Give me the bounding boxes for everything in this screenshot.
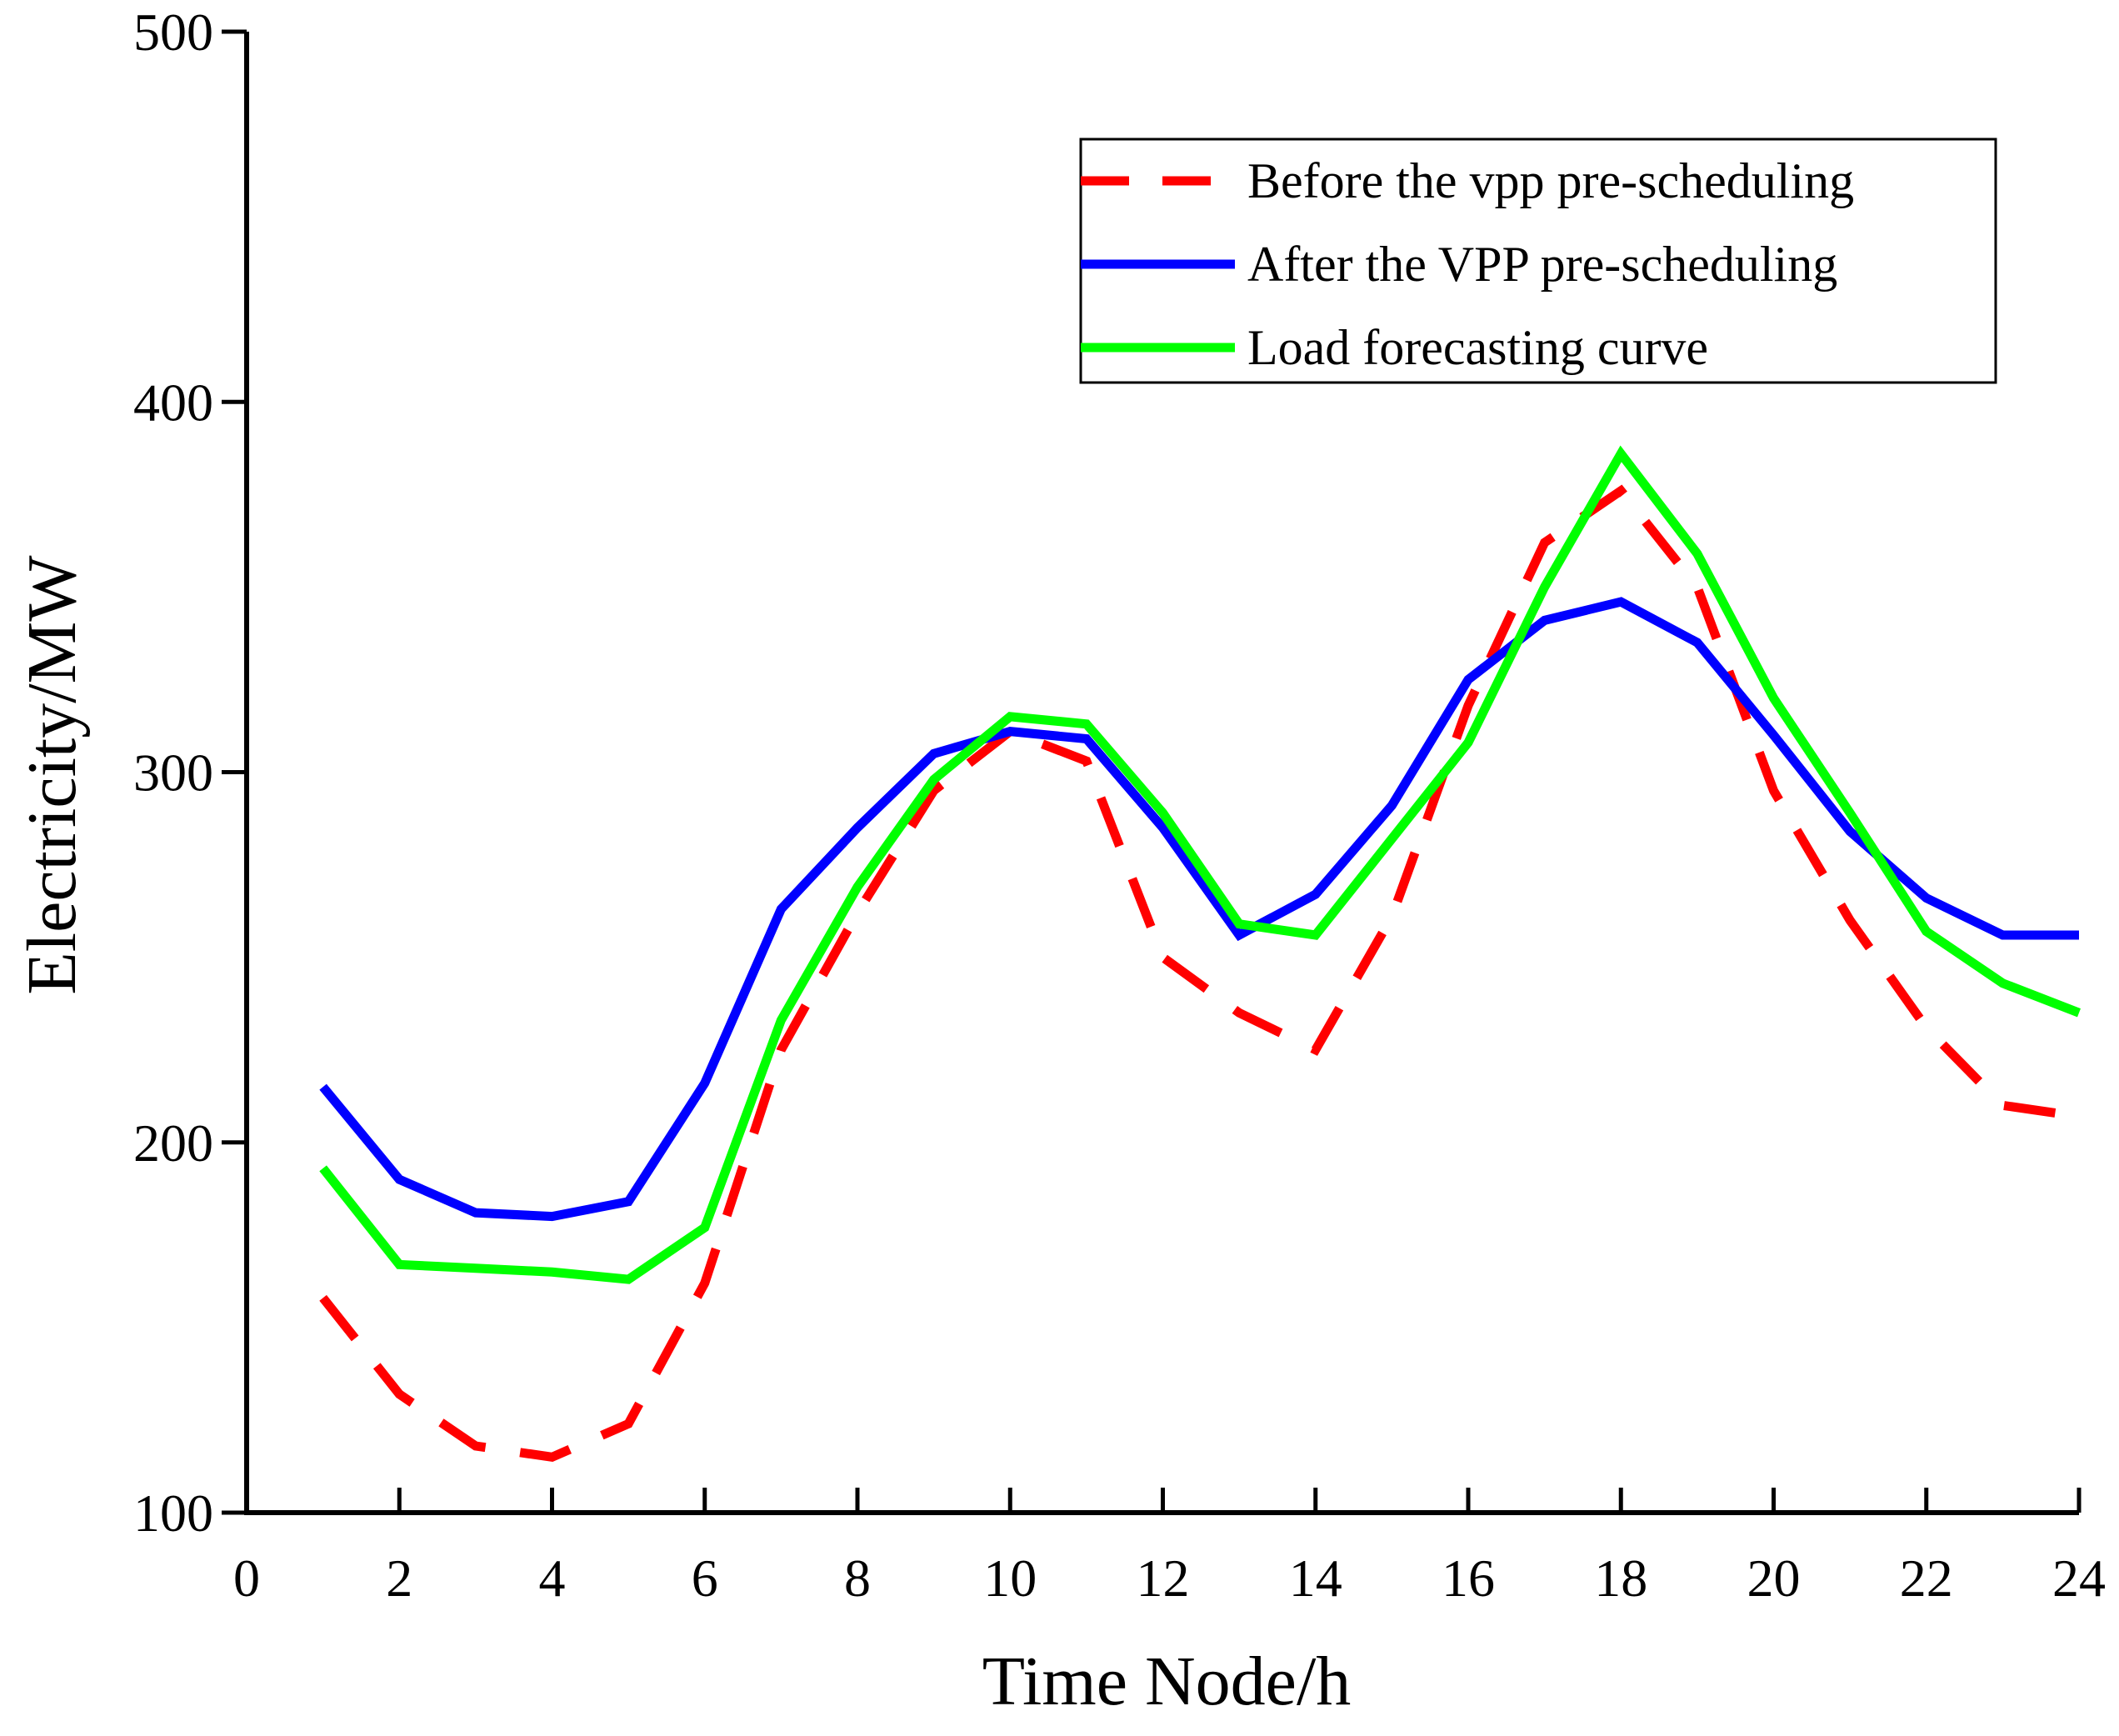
- y-tick-label: 400: [133, 373, 213, 432]
- series-line-2: [319, 597, 2079, 1222]
- x-tick-label: 16: [1442, 1548, 1495, 1608]
- x-tick-label: 14: [1289, 1548, 1342, 1608]
- x-tick-label: 8: [844, 1548, 871, 1608]
- x-tick-label: 4: [539, 1548, 566, 1608]
- x-axis-title: Time Node/h: [982, 1643, 1352, 1720]
- series-layer: [319, 445, 2081, 1463]
- y-tick-label: 200: [133, 1113, 213, 1173]
- x-tick-label: 24: [2052, 1548, 2106, 1608]
- legend-label-2: After the VPP pre-scheduling: [1247, 237, 1837, 292]
- x-tick-label: 22: [1900, 1548, 1953, 1608]
- y-tick-label: 100: [133, 1483, 213, 1543]
- x-tick-label: 10: [983, 1548, 1037, 1608]
- legend-label-3: Load forecasting curve: [1247, 320, 1708, 375]
- y-tick-label: 500: [133, 3, 213, 62]
- series-line-1: [319, 484, 2080, 1463]
- x-tick-label: 6: [692, 1548, 718, 1608]
- x-tick-label: 0: [233, 1548, 260, 1608]
- legend-label-1: Before the vpp pre-scheduling: [1247, 153, 1854, 208]
- series-line-3: [319, 445, 2081, 1284]
- x-tick-label: 12: [1137, 1548, 1190, 1608]
- x-tick-label: 2: [386, 1548, 412, 1608]
- x-tick-label: 18: [1594, 1548, 1647, 1608]
- y-axis-title: Electricity/MW: [13, 555, 91, 995]
- y-tick-label: 300: [133, 743, 213, 803]
- legend: Before the vpp pre-scheduling After the V…: [1079, 138, 1997, 384]
- x-tick-label: 20: [1747, 1548, 1801, 1608]
